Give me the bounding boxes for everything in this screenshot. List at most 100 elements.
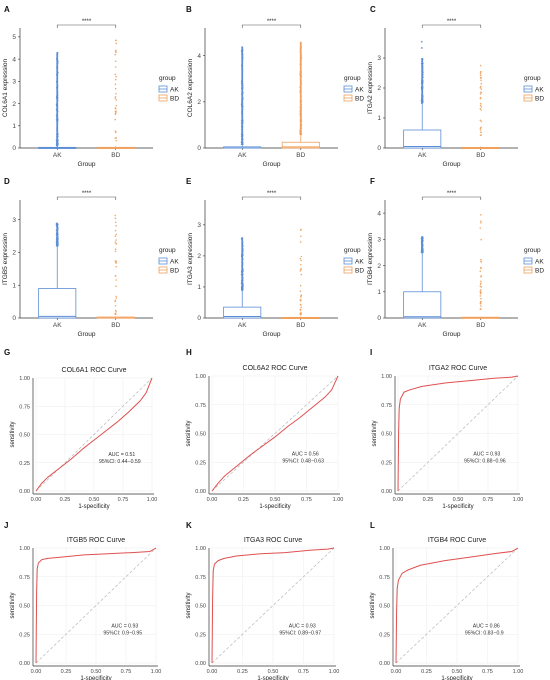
y-axis-label: ITGB5 expression — [2, 233, 9, 285]
outlier-point — [480, 83, 483, 85]
outlier-point — [299, 241, 302, 243]
outlier-point — [479, 86, 482, 89]
x-tick-label: 1.00 — [333, 497, 344, 503]
roc-title: COL6A2 ROC Curve — [243, 365, 308, 372]
y-tick-label: 0 — [377, 315, 381, 322]
outlier-point — [114, 275, 117, 277]
outlier-point — [299, 309, 302, 311]
panel-letter: A — [4, 5, 10, 14]
x-tick-label: 0.50 — [453, 497, 464, 503]
y-tick-label: 0 — [197, 145, 201, 152]
outlier-point — [480, 91, 482, 93]
y-tick-label: 2 — [377, 263, 381, 270]
outlier-point — [300, 273, 303, 276]
box-AK — [38, 288, 77, 319]
x-axis-label: 1-specificity — [80, 676, 111, 680]
outlier-point — [115, 51, 117, 54]
box-BD — [281, 141, 320, 149]
outlier-point — [115, 242, 117, 245]
x-tick-label: 0.75 — [298, 669, 309, 675]
x-tick-label: BD — [296, 152, 305, 159]
y-tick-label: 5 — [12, 34, 16, 41]
outlier-point — [115, 295, 117, 298]
outlier-point — [115, 313, 117, 316]
x-axis-label: 1-specificity — [257, 676, 288, 680]
outlier-point — [479, 73, 482, 75]
y-axis-label: ITGB4 expression — [367, 233, 374, 285]
legend-label-AK: AK — [535, 258, 544, 265]
x-tick-label: 0.00 — [391, 669, 402, 675]
outlier-point — [300, 306, 302, 309]
y-tick-label: 0.00 — [381, 489, 392, 495]
significance-label: **** — [447, 191, 457, 197]
panel-letter: D — [4, 177, 10, 186]
box-AK — [403, 291, 442, 319]
y-tick-label: 0.75 — [19, 575, 30, 581]
outlier-point — [479, 227, 482, 229]
outlier-point — [114, 83, 117, 86]
y-tick-label: 2 — [12, 250, 16, 257]
y-tick-label: 0.00 — [19, 489, 30, 495]
x-tick-label: 1.00 — [329, 669, 340, 675]
panel-letter: J — [4, 521, 8, 530]
y-tick-label: 0.50 — [379, 604, 390, 610]
y-tick-label: 0.00 — [19, 661, 30, 667]
outlier-point — [300, 259, 302, 262]
x-tick-label: 0.50 — [268, 669, 279, 675]
y-tick-label: 0.25 — [195, 460, 206, 466]
panel-letter: L — [370, 521, 375, 530]
y-tick-label: 0 — [377, 145, 381, 152]
significance-bracket — [56, 196, 117, 200]
y-tick-label: 0.50 — [195, 432, 206, 438]
outlier-point — [114, 260, 117, 262]
outlier-point — [479, 64, 482, 67]
outlier-dense-strip — [241, 237, 244, 291]
roc-panel-L: L ITGB4 ROC Curve 0.00 0.25 0.50 0.75 1.00 0.00… — [370, 521, 523, 680]
outlier-point — [114, 53, 117, 56]
outlier-point — [480, 258, 482, 261]
outlier-point — [479, 282, 482, 285]
x-tick-label: 1.00 — [151, 669, 162, 675]
x-tick-label: 0.25 — [238, 497, 249, 503]
y-axis-label: COL6A2 expression — [187, 59, 194, 118]
outlier-point — [479, 104, 482, 107]
y-tick-label: 0.75 — [381, 403, 392, 409]
y-axis-label: sensitivity — [186, 592, 192, 618]
outlier-point — [114, 248, 117, 251]
roc-curve — [35, 547, 157, 664]
panel-letter: B — [186, 5, 192, 14]
legend-label-AK: AK — [170, 258, 179, 265]
y-axis-label: ITGA3 expression — [187, 233, 194, 285]
box-AK — [223, 306, 262, 319]
x-tick-label: 0.00 — [31, 497, 42, 503]
y-tick-label: 1 — [12, 282, 16, 289]
outlier-point — [115, 225, 117, 227]
legend-title: group — [344, 247, 361, 254]
legend-label-BD: BD — [355, 95, 364, 102]
significance-label: **** — [82, 19, 92, 25]
auc-label: AUC = 0.86 — [473, 623, 500, 629]
outlier-point — [480, 221, 482, 224]
outlier-point — [299, 269, 302, 272]
outlier-point — [480, 88, 483, 90]
x-axis-label: Group — [77, 161, 95, 168]
box-panel-F: F 0 1 2 3 4 ITGB4 expression AK BD Group **** group… — [367, 177, 544, 338]
reference-diagonal — [35, 547, 157, 664]
reference-diagonal — [211, 547, 335, 664]
outlier-point — [115, 39, 117, 42]
y-tick-label: 0 — [12, 315, 16, 322]
x-tick-label: 0.25 — [60, 497, 71, 503]
outlier-point — [114, 112, 117, 115]
y-tick-label: 0.50 — [19, 604, 30, 610]
outlier-point — [114, 110, 117, 113]
significance-bracket — [421, 24, 482, 28]
x-tick-label: AK — [238, 152, 247, 159]
legend-label-BD: BD — [535, 95, 544, 102]
x-axis-label: 1-specificity — [259, 504, 290, 510]
y-tick-label: 0.75 — [379, 575, 390, 581]
y-tick-label: 2 — [197, 99, 201, 106]
